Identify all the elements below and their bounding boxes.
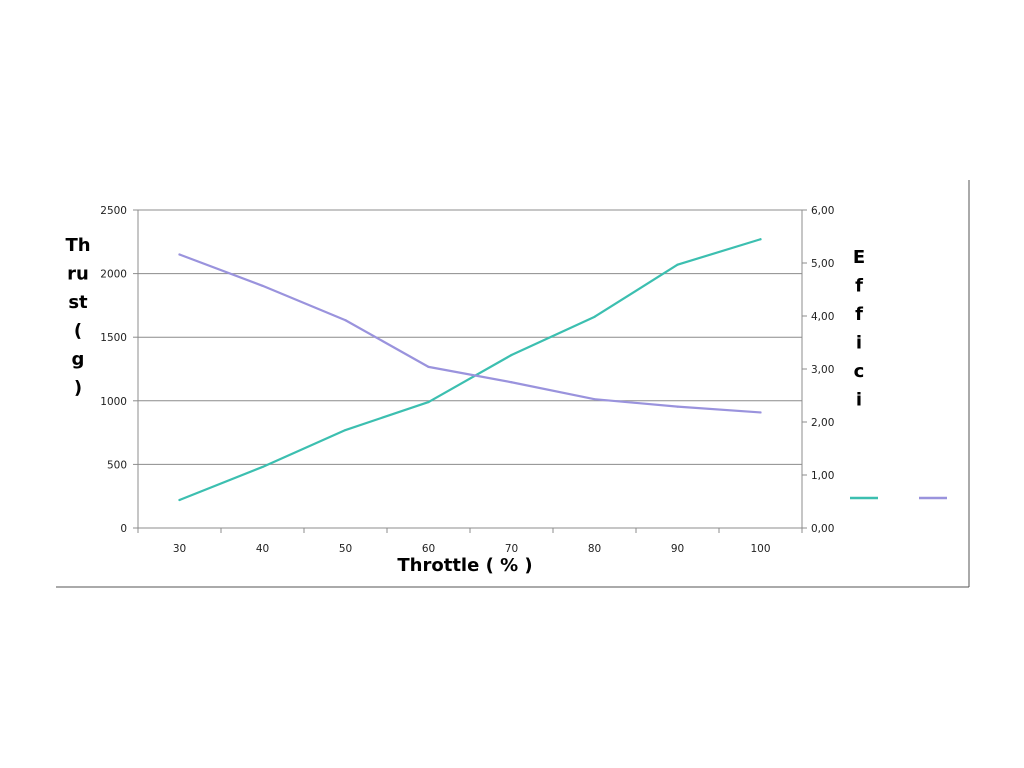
y-axis-title-segment: ) [74, 378, 82, 399]
y-axis-title-segment: ( [74, 321, 82, 342]
y-tick-label: 2000 [100, 269, 127, 281]
y2-tick-label: 3,00 [811, 364, 834, 376]
y2-axis-title-segment: e [853, 418, 865, 439]
x-tick-label: 100 [750, 543, 770, 555]
axes [133, 209, 807, 533]
y-tick-label: 1500 [100, 332, 127, 344]
y2-axis-title-segment: i [856, 390, 862, 411]
y-tick-label: 500 [107, 459, 127, 471]
x-axis-tick-labels: 30 40 50 60 70 80 90 100 [173, 543, 771, 555]
plot-series [178, 238, 762, 502]
y-axis-title-segment: Th [65, 235, 90, 256]
x-tick-label: 50 [339, 543, 352, 555]
y-axis-tick-labels: 0 500 1000 1500 2000 2500 [100, 205, 127, 535]
series-line-2 [178, 253, 762, 414]
data-point [427, 365, 430, 368]
y2-axis-title-segment: i [856, 333, 862, 354]
gridlines [138, 209, 802, 465]
y-tick-label: 1000 [100, 396, 127, 408]
y-tick-label: 0 [120, 523, 127, 535]
data-point [593, 315, 596, 318]
data-point [676, 263, 679, 266]
y-axis-title: Th ru st ( g) [65, 235, 90, 399]
y2-axis-title-segment: f [855, 276, 863, 297]
x-tick-label: 90 [671, 543, 684, 555]
x-tick-label: 60 [422, 543, 435, 555]
data-point [759, 411, 762, 414]
x-tick-label: 70 [505, 543, 518, 555]
y2-tick-label: 0,00 [811, 523, 834, 535]
y2-tick-label: 2,00 [811, 417, 834, 429]
y2-tick-label: 4,00 [811, 311, 834, 323]
data-point [178, 253, 181, 256]
y-axis-title-segment: g [72, 349, 85, 370]
data-point [344, 428, 347, 432]
y2-axis-title-text: Efficie [853, 247, 865, 439]
data-point [261, 465, 264, 469]
y-axis-title-segment: st [68, 292, 88, 313]
y2-axis-title-segment: c [854, 361, 865, 382]
x-tick-label: 40 [256, 543, 269, 555]
x-tick-label: 30 [173, 543, 186, 555]
data-point [676, 405, 679, 408]
y-tick-label: 2500 [100, 205, 127, 217]
y2-tick-label: 1,00 [811, 470, 834, 482]
data-point [759, 238, 762, 241]
y2-axis-tick-labels: 0,00 1,00 2,00 3,00 4,00 5,00 6,00 [811, 205, 834, 535]
series-line-1 [178, 238, 762, 502]
data-point [427, 400, 430, 404]
y2-axis-title-segment: f [855, 304, 863, 325]
data-point [510, 381, 513, 384]
x-tick-label: 80 [588, 543, 601, 555]
data-point [510, 353, 513, 357]
y-axis-title-segment: ru [67, 264, 89, 285]
y2-axis-title-segment: E [853, 247, 865, 268]
data-point [178, 498, 181, 502]
x-axis-title: Throttle ( % ) [397, 555, 532, 576]
y2-axis-title: Efficie [853, 247, 865, 439]
data-point [261, 284, 264, 287]
y2-tick-label: 6,00 [811, 205, 834, 217]
y2-tick-label: 5,00 [811, 258, 834, 270]
data-point [344, 319, 347, 322]
data-point [593, 398, 596, 401]
